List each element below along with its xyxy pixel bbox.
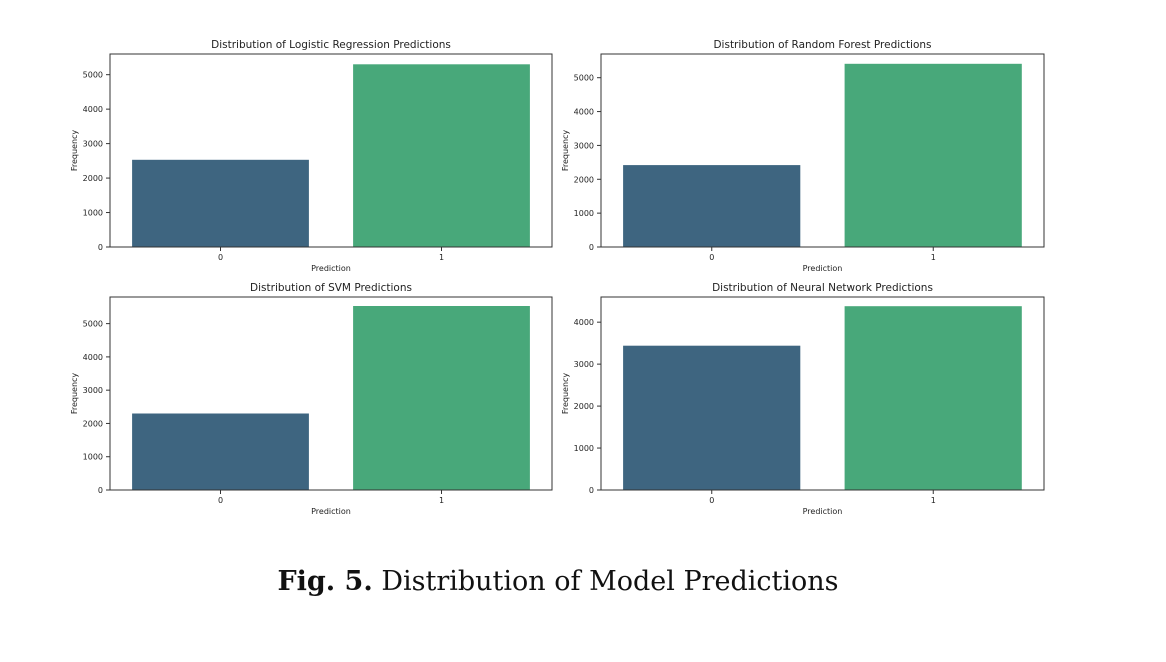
y-tick-label: 4000 [574, 108, 594, 117]
y-axis-label: Frequency [561, 130, 570, 172]
bar-0 [623, 345, 801, 490]
y-axis-label: Frequency [70, 373, 79, 415]
figure-caption: Fig. 5. Distribution of Model Prediction… [0, 566, 1116, 597]
y-tick-label: 4000 [574, 318, 594, 327]
chart-panel-4: 0 1000 2000 3000 4000 0 1 Distribution of Neura… [561, 282, 1045, 516]
figure-number: Fig. 5. [277, 566, 373, 597]
bar-1 [844, 63, 1022, 247]
x-tick-label: 1 [439, 496, 444, 505]
y-tick-label: 5000 [574, 74, 594, 83]
x-tick-label: 0 [218, 253, 223, 262]
bar-0 [623, 165, 801, 247]
y-tick-label: 1000 [574, 444, 594, 453]
y-axis-label: Frequency [70, 130, 79, 172]
x-tick-label: 0 [709, 253, 714, 262]
x-axis-label: Prediction [803, 507, 843, 516]
x-tick-label: 1 [931, 253, 936, 262]
chart-title: Distribution of Random Forest Prediction… [713, 39, 931, 51]
x-axis-label: Prediction [803, 264, 843, 273]
chart-title: Distribution of Neural Network Predictio… [712, 282, 933, 294]
y-tick-label: 3000 [83, 140, 103, 149]
y-tick-label: 5000 [83, 320, 103, 329]
bar-1 [353, 64, 530, 247]
figure-caption-text: Distribution of Model Predictions [381, 566, 839, 597]
y-tick-label: 2000 [83, 419, 103, 428]
y-tick-label: 3000 [574, 141, 594, 150]
y-tick-label: 2000 [574, 175, 594, 184]
plot-frame [109, 53, 553, 248]
y-tick-label: 4000 [83, 105, 103, 114]
y-tick-label: 1000 [83, 453, 103, 462]
bar-1 [353, 306, 530, 490]
y-axis-label: Frequency [561, 373, 570, 415]
x-tick-label: 1 [439, 253, 444, 262]
y-tick-label: 4000 [83, 353, 103, 362]
y-tick-label: 3000 [83, 386, 103, 395]
chart-panel-1: 0 1000 2000 3000 4000 5000 0 1 Distribution of L… [70, 39, 553, 273]
plot-frame [109, 296, 553, 491]
bar-0 [132, 413, 309, 490]
y-tick-label: 3000 [574, 360, 594, 369]
chart-panel-2: 0 1000 2000 3000 4000 5000 0 1 Distribution of R… [561, 39, 1045, 273]
chart-title: Distribution of SVM Predictions [250, 282, 412, 294]
chart-panel-3: 0 1000 2000 3000 4000 5000 0 1 Distribution of S… [70, 282, 553, 516]
y-tick-label: 2000 [83, 174, 103, 183]
y-tick-label: 0 [589, 243, 594, 252]
bar-0 [132, 159, 309, 247]
y-tick-label: 5000 [83, 71, 103, 80]
y-tick-label: 1000 [83, 209, 103, 218]
x-tick-label: 1 [931, 496, 936, 505]
y-tick-label: 0 [98, 486, 103, 495]
y-tick-label: 2000 [574, 402, 594, 411]
bar-1 [844, 306, 1022, 490]
y-tick-label: 0 [98, 243, 103, 252]
chart-title: Distribution of Logistic Regression Pred… [211, 39, 451, 51]
plot-frame [600, 296, 1045, 491]
plot-frame [600, 53, 1045, 248]
y-tick-label: 0 [589, 486, 594, 495]
x-axis-label: Prediction [311, 264, 351, 273]
x-axis-label: Prediction [311, 507, 351, 516]
y-tick-label: 1000 [574, 209, 594, 218]
x-tick-label: 0 [709, 496, 714, 505]
x-tick-label: 0 [218, 496, 223, 505]
